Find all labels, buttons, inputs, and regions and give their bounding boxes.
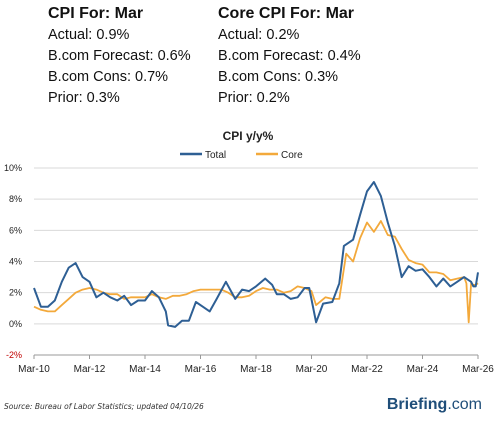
chart-legend: Total Core [180,150,303,161]
y-axis-ticks: -2% 0% 2% 4% 6% 8% 10% [4,163,22,360]
y-tick-label: 4% [9,257,22,267]
x-tick-label: Mar-16 [185,364,217,375]
x-tick-label: Mar-12 [74,364,106,375]
source-note: Source: Bureau of Labor Statistics; upda… [4,402,204,411]
brand-suffix: .com [447,396,482,413]
cpi-prior-line: Prior: 0.3% [48,90,120,106]
x-tick-label: Mar-22 [351,364,383,375]
cpi-actual-line: Actual: 0.9% [48,27,130,43]
y-tick-label: 10% [4,163,22,173]
x-tick-label: Mar-10 [18,364,50,375]
chart-series-layer [33,181,479,328]
core-cpi-stats-title: Core CPI For: Mar [218,5,355,22]
core-cpi-stats-block: Core CPI For: Mar Actual: 0.2% B.com For… [218,4,361,109]
core-cpi-consensus-line: B.com Cons: 0.3% [218,69,339,85]
legend-label-core: Core [281,150,303,161]
series-line-core [33,220,479,324]
y-tick-label: 6% [9,225,22,235]
y-tick-label: 8% [9,194,22,204]
core-cpi-forecast-line: B.com Forecast: 0.4% [218,48,361,64]
core-cpi-prior-line: Prior: 0.2% [218,90,290,106]
x-tick-label: Mar-26 [462,364,494,375]
core-cpi-actual-line: Actual: 0.2% [218,27,300,43]
series-line-total [33,181,479,328]
x-axis-ticks: Mar-10 Mar-12 Mar-14 Mar-16 Mar-18 Mar-20 Mar-… [18,355,494,375]
cpi-stats-block: CPI For: Mar Actual: 0.9% B.com Forecast… [48,4,191,109]
y-tick-label: -2% [6,350,22,360]
cpi-consensus-line: B.com Cons: 0.7% [48,69,169,85]
chart-title: CPI y/y% [223,129,274,143]
y-tick-label: 2% [9,288,22,298]
cpi-stats-title: CPI For: Mar [48,5,144,22]
x-tick-label: Mar-18 [240,364,272,375]
cpi-forecast-line: B.com Forecast: 0.6% [48,48,191,64]
briefing-logo: Briefing.com [387,396,482,414]
legend-label-total: Total [205,150,226,161]
x-tick-label: Mar-20 [296,364,328,375]
brand-name: Briefing [386,396,448,413]
x-tick-label: Mar-24 [407,364,439,375]
cpi-line-chart: CPI y/y% Total Core -2% 0% 2% 4% 6% 8% 10% Mar… [4,129,494,375]
x-tick-label: Mar-14 [129,364,161,375]
y-tick-label: 0% [9,319,22,329]
